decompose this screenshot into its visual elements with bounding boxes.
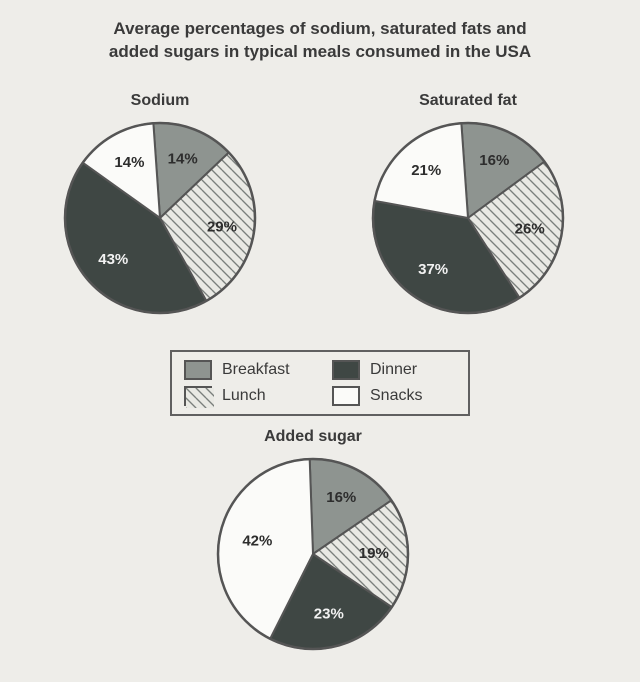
legend-label: Snacks [370,387,422,405]
legend-item-breakfast: Breakfast [184,360,308,380]
legend-item-lunch: Lunch [184,386,308,406]
slice-label-snacks: 14% [114,154,144,171]
legend-label: Lunch [222,387,266,405]
pie-chart-sodium: Sodium 14% 29% 43% 14% [62,92,258,321]
legend-label: Dinner [370,361,417,379]
slice-label-dinner: 23% [314,606,344,623]
chart-title: Sodium [62,92,258,110]
slice-label-lunch: 29% [207,218,237,235]
swatch-breakfast [184,360,212,380]
legend-label: Breakfast [222,361,290,379]
legend-item-dinner: Dinner [332,360,456,380]
slice-label-snacks: 42% [242,533,272,550]
chart-title: Saturated fat [370,92,566,110]
page-title: Average percentages of sodium, saturated… [0,18,640,64]
slice-label-dinner: 37% [418,261,448,278]
swatch-lunch [184,386,212,406]
legend-item-snacks: Snacks [332,386,456,406]
slice-label-breakfast: 14% [168,151,198,168]
slice-label-breakfast: 16% [479,152,509,169]
slice-label-lunch: 26% [515,220,545,237]
slice-label-dinner: 43% [98,251,128,268]
slice-label-lunch: 19% [359,545,389,562]
title-line-2: added sugars in typical meals consumed i… [109,42,531,61]
pie-chart-added-sugar: Added sugar 16% 19% 23% 42% [215,428,411,657]
swatch-dinner [332,360,360,380]
swatch-snacks [332,386,360,406]
pie-chart-saturated-fat: Saturated fat 16% 26% 37% 21% [370,92,566,321]
slice-label-breakfast: 16% [326,489,356,506]
legend: Breakfast Dinner Lunch Snacks [170,350,470,416]
slice-label-snacks: 21% [411,162,441,179]
chart-title: Added sugar [215,428,411,446]
title-line-1: Average percentages of sodium, saturated… [113,19,526,38]
